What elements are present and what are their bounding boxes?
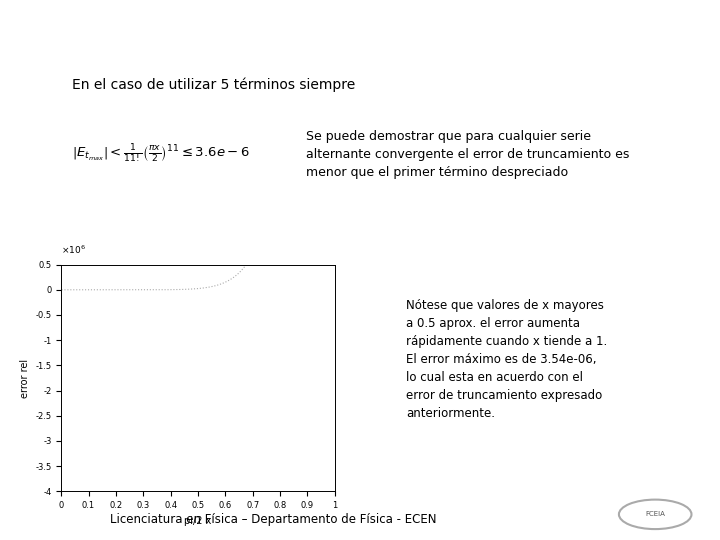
Text: En el caso de utilizar 5 términos siempre: En el caso de utilizar 5 términos siempr… (72, 77, 355, 92)
X-axis label: pi/2 x: pi/2 x (184, 516, 212, 525)
Text: Nótese que valores de x mayores
a 0.5 aprox. el error aumenta
rápidamente cuando: Nótese que valores de x mayores a 0.5 ap… (406, 299, 607, 420)
Text: Turner, P.A.: Turner, P.A. (642, 18, 711, 32)
Y-axis label: error rel: error rel (19, 359, 30, 397)
Text: Se puede demostrar que para cualquier serie
alternante convergente el error de t: Se puede demostrar que para cualquier se… (306, 130, 629, 179)
Text: Unidad III – ERRORES: Unidad III – ERRORES (19, 194, 33, 359)
Text: Computación y Cálculo Numérico: Computación y Cálculo Numérico (9, 16, 341, 35)
Text: $\left|E_{t_{max}}\right| < \frac{1}{11!}\left(\frac{\pi x}{2}\right)^{11} \leq : $\left|E_{t_{max}}\right| < \frac{1}{11!… (72, 143, 250, 165)
Text: FCEIA: FCEIA (645, 511, 665, 517)
Text: $\times 10^6$: $\times 10^6$ (61, 243, 86, 255)
Text: Licenciatura en Física – Departamento de Física - ECEN: Licenciatura en Física – Departamento de… (110, 512, 437, 526)
